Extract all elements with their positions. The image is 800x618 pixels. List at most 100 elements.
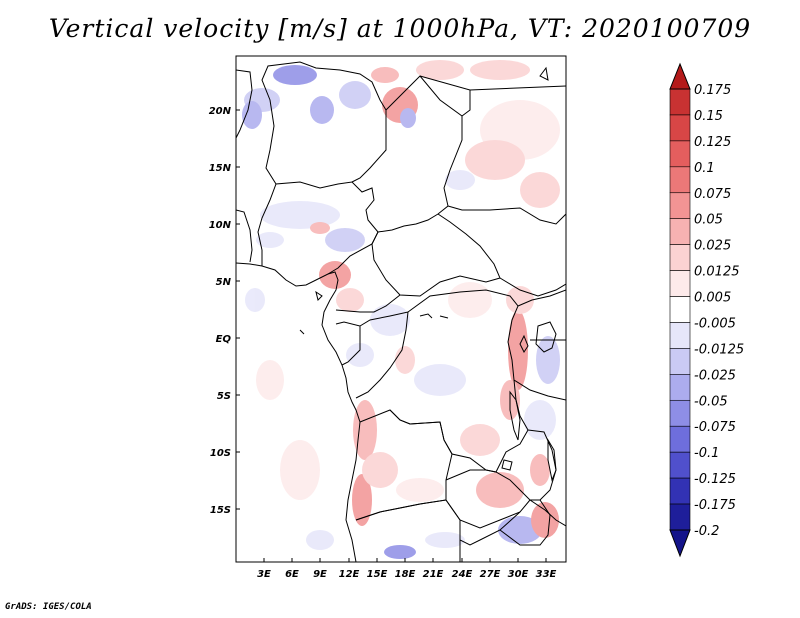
lake-tanganyika — [509, 390, 521, 441]
colorbar-segments — [669, 88, 691, 531]
border-sudan-south — [447, 205, 566, 225]
shade-patch — [319, 261, 351, 289]
border-niger — [261, 61, 387, 185]
colorbar-segment — [669, 322, 691, 349]
shade-patch — [362, 452, 398, 488]
border-congo — [355, 311, 409, 399]
colorbar-label: 0.025 — [694, 239, 731, 254]
border-cameroon-south — [335, 294, 401, 313]
colorbar-label: -0.125 — [694, 472, 736, 487]
shade-patch — [273, 65, 317, 85]
border-chad-east — [377, 75, 463, 233]
shade-patch — [339, 81, 371, 109]
colorbar-label: -0.025 — [694, 368, 736, 383]
shade-patch — [353, 400, 377, 460]
colorbar-segment — [669, 477, 691, 505]
border-gabon — [335, 321, 361, 366]
colorbar-segment — [669, 244, 691, 271]
colorbar-segment — [669, 348, 691, 375]
shade-patch — [245, 288, 265, 312]
lon-label: 27E — [480, 569, 501, 580]
shade-patch — [536, 336, 560, 384]
lat-label: 15S — [210, 505, 231, 516]
colorbar: 0.175 0.15 0.125 0.1 0.075 0.05 0.025 0.0125 0.0… — [669, 62, 744, 558]
lon-label: 9E — [313, 569, 327, 580]
lat-label: 5S — [217, 391, 231, 402]
border-benin — [236, 209, 253, 263]
colorbar-label: 0.1 — [694, 161, 715, 176]
lat-label: 10S — [210, 448, 231, 459]
shade-patch — [280, 440, 320, 500]
border-zambia — [445, 469, 531, 529]
colorbar-segment — [669, 296, 691, 323]
lon-label: 24E — [452, 569, 473, 580]
border-south-sudan — [499, 277, 566, 297]
border-zimbabwe — [499, 499, 551, 546]
colorbar-segment — [669, 218, 691, 245]
shade-patch — [384, 545, 416, 559]
colorbar-segment — [669, 451, 691, 479]
small-water-bodies — [299, 290, 449, 335]
lon-label: 18E — [395, 569, 416, 580]
lon-label: 12E — [339, 569, 360, 580]
shade-patch — [531, 502, 559, 538]
colorbar-label: 0.005 — [694, 291, 731, 306]
shade-patch — [306, 530, 334, 550]
map-frame — [235, 55, 567, 563]
shade-patch — [256, 232, 284, 248]
lon-label: 15E — [367, 569, 388, 580]
colorbar-label: 0.0125 — [694, 265, 740, 280]
colorbar-label: -0.2 — [694, 524, 719, 539]
shade-patch — [465, 140, 525, 180]
shade-patch — [325, 228, 365, 252]
lon-label: 6E — [285, 569, 299, 580]
border-uganda-north — [517, 289, 566, 307]
shade-patch — [242, 101, 262, 129]
shade-patch — [524, 400, 556, 440]
colorbar-segment — [669, 114, 691, 142]
shade-patch — [470, 60, 530, 80]
shade-patch — [310, 222, 330, 234]
lat-axis: 20N 15N 10N 5N EQ 5S 10S 15S — [209, 106, 240, 516]
shade-patch — [448, 282, 492, 318]
lake-nasser — [539, 66, 549, 81]
colorbar-label: -0.0125 — [694, 342, 744, 357]
shade-patch — [396, 478, 444, 502]
colorbar-label: -0.075 — [694, 420, 736, 435]
shade-patch — [395, 346, 415, 374]
lon-label: 21E — [423, 569, 444, 580]
coastline — [236, 262, 361, 562]
shade-patch — [310, 96, 334, 124]
shade-patch — [346, 343, 374, 367]
lon-label: 33E — [536, 569, 557, 580]
lon-label: 30E — [508, 569, 529, 580]
shade-patch — [506, 286, 534, 314]
shade-patch — [530, 454, 550, 486]
colorbar-segment — [669, 192, 691, 220]
lake-mweru — [501, 459, 513, 471]
colorbar-label: -0.05 — [694, 394, 728, 409]
border-libya-sudan — [419, 75, 471, 117]
shade-patch — [370, 304, 410, 336]
colorbar-label: -0.1 — [694, 446, 719, 461]
shade-patch — [520, 172, 560, 208]
lat-label: 15N — [209, 163, 232, 174]
shade-patch — [256, 360, 284, 400]
colorbar-label: 0.125 — [694, 135, 731, 150]
colorbar-label: -0.005 — [694, 316, 736, 331]
border-chad-west — [351, 110, 387, 183]
lon-axis: 3E 6E 9E 12E 15E 18E 21E 24E 27E 30E 33E — [257, 558, 557, 580]
lat-label: EQ — [216, 334, 232, 345]
colorbar-segment — [669, 399, 691, 427]
lat-label: 5N — [216, 277, 232, 288]
shade-patch — [371, 67, 399, 83]
shade-patch — [336, 288, 364, 312]
colorbar-label: -0.175 — [694, 498, 736, 513]
colorbar-label: 0.175 — [694, 83, 731, 98]
colorbar-label: 0.05 — [694, 213, 723, 228]
grads-credit: GrADS: IGES/COLA — [5, 602, 92, 612]
colorbar-segment — [669, 140, 691, 168]
shade-patch — [400, 108, 416, 128]
lake-malawi — [547, 438, 557, 482]
